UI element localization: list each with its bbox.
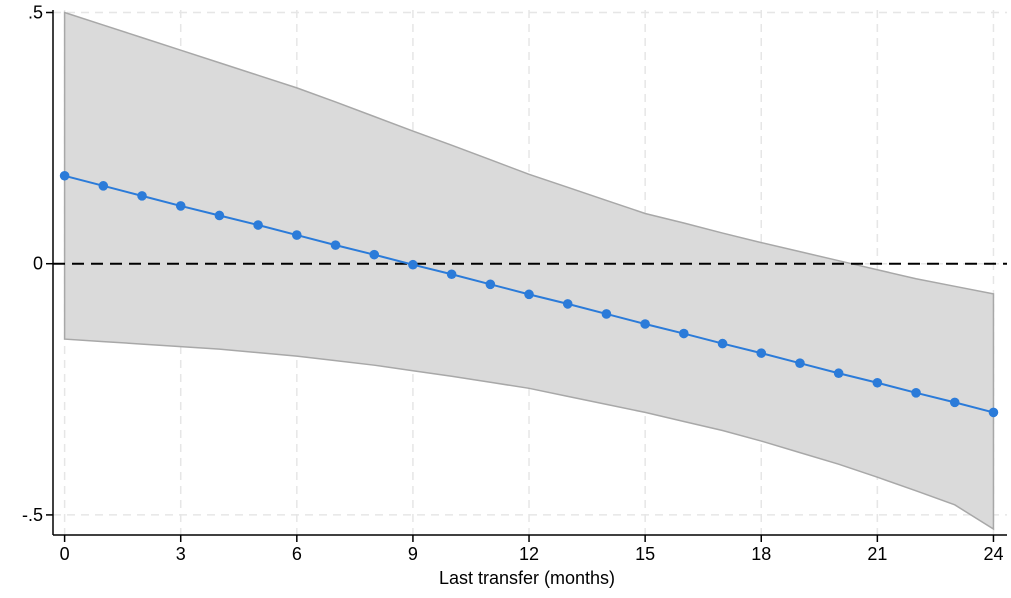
estimate-point-14 xyxy=(601,309,612,319)
estimate-point-17 xyxy=(717,338,728,349)
estimate-series-group xyxy=(59,170,999,418)
x-tick-label-8: 24 xyxy=(983,544,1003,564)
estimate-point-9 xyxy=(408,259,418,270)
confidence-band xyxy=(63,11,995,531)
estimate-point-1 xyxy=(98,181,109,191)
estimate-point-12 xyxy=(524,289,534,300)
x-tick-label-1: 3 xyxy=(176,544,186,564)
x-tick-label-5: 15 xyxy=(635,544,655,564)
estimate-point-10 xyxy=(446,269,457,280)
x-tick-label-6: 18 xyxy=(751,544,771,564)
y-tick-label-2: .5 xyxy=(28,3,43,23)
estimate-point-6 xyxy=(292,230,302,240)
estimate-point-0 xyxy=(59,170,70,181)
x-tick-label-0: 0 xyxy=(60,544,70,564)
estimate-point-24 xyxy=(988,407,999,418)
y-tick-label-0: -.5 xyxy=(22,505,43,525)
x-tick-label-3: 9 xyxy=(408,544,418,564)
estimate-point-16 xyxy=(679,328,689,339)
axes: 0 3 6 9 12 15 18 21 24 -.5 0 .5 xyxy=(22,3,1007,564)
estimate-point-15 xyxy=(640,319,650,329)
estimate-point-20 xyxy=(833,368,844,379)
estimate-point-23 xyxy=(949,397,960,408)
estimate-point-5 xyxy=(253,220,263,230)
x-tick-label-4: 12 xyxy=(519,544,539,564)
estimate-point-8 xyxy=(369,249,380,260)
confidence-band-group xyxy=(63,11,995,531)
y-tick-label-1: 0 xyxy=(33,254,43,274)
estimate-point-7 xyxy=(330,240,341,250)
estimate-point-2 xyxy=(137,191,147,201)
estimate-point-3 xyxy=(175,201,186,211)
estimate-point-21 xyxy=(872,377,883,388)
estimate-point-18 xyxy=(756,348,767,358)
estimate-point-11 xyxy=(485,279,496,290)
estimate-point-19 xyxy=(795,358,805,368)
x-axis-title: Last transfer (months) xyxy=(439,568,615,588)
x-tick-label-2: 6 xyxy=(292,544,302,564)
estimate-point-13 xyxy=(562,299,573,309)
x-tick-label-7: 21 xyxy=(867,544,887,564)
estimate-point-4 xyxy=(214,210,225,221)
estimate-point-22 xyxy=(911,388,921,398)
